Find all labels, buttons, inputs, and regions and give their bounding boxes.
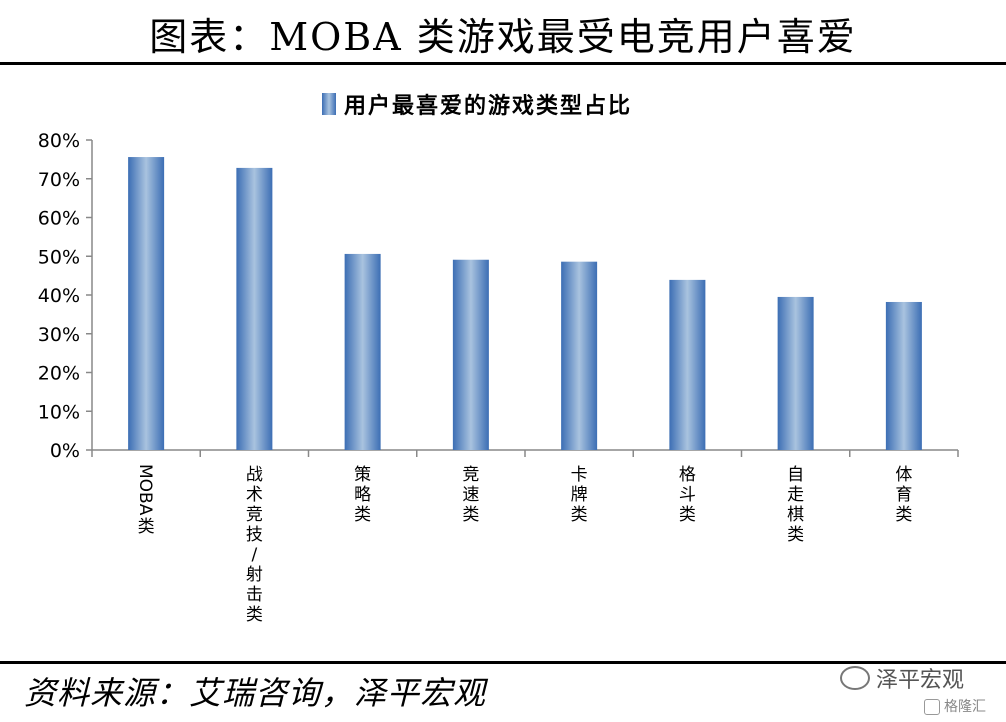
x-category-label-part: 格	[679, 465, 696, 485]
x-category-label-part: MOBA	[135, 464, 155, 516]
x-category-label-part: /	[252, 545, 258, 565]
y-tick-label: 50%	[38, 246, 80, 268]
x-category-label-part: 类	[895, 505, 912, 525]
x-category-label-part: 策	[354, 465, 371, 485]
y-tick-label: 80%	[38, 130, 80, 152]
bar	[669, 279, 706, 450]
x-category-label-part: 育	[895, 485, 912, 505]
x-category-label-part: 类	[679, 505, 696, 525]
x-category-label-part: 牌	[571, 485, 588, 505]
x-category-label-part: 类	[787, 525, 804, 545]
corner-mark-text: 格隆汇	[944, 699, 986, 715]
x-category-label: 格斗类	[679, 465, 696, 525]
x-category-label: 卡牌类	[571, 465, 588, 525]
bar	[344, 253, 381, 450]
x-category-label-part: 类	[354, 505, 371, 525]
x-category-label-part: 速	[462, 485, 479, 505]
bar	[236, 167, 273, 450]
x-category-label-part: 略	[354, 485, 371, 505]
x-category-label-part: 术	[246, 485, 263, 505]
source-note: 资料来源：艾瑞咨询，泽平宏观	[24, 674, 487, 712]
x-category-label-part: 击	[246, 585, 263, 605]
bar	[128, 157, 165, 451]
x-category-label-part: 类	[246, 605, 263, 625]
y-tick-label: 10%	[38, 401, 80, 423]
gelonghui-icon	[924, 699, 940, 715]
y-tick-label: 30%	[38, 324, 80, 346]
x-category-label-part: 斗	[679, 485, 696, 505]
x-category-label-part: 类	[571, 505, 588, 525]
corner-mark: 格隆汇	[924, 696, 986, 716]
x-category-label: 体育类	[895, 465, 912, 525]
x-category-label-part: 棋	[787, 505, 804, 525]
legend-swatch	[322, 93, 336, 115]
watermark: 泽平宏观	[840, 662, 964, 694]
bar	[452, 259, 489, 450]
x-category-label-part: 射	[246, 565, 263, 585]
x-category-label-part: 类	[462, 505, 479, 525]
bar	[885, 301, 922, 450]
x-category-label-part: 自	[787, 465, 804, 485]
bar	[777, 296, 814, 450]
x-category-label-part: 体	[895, 465, 912, 485]
legend-label: 用户最喜爱的游戏类型占比	[344, 94, 633, 119]
legend: 用户最喜爱的游戏类型占比	[322, 88, 632, 120]
x-category-label-part: 竞	[246, 505, 263, 525]
x-category-label-part: 走	[787, 485, 804, 505]
bar	[561, 261, 598, 450]
wechat-icon	[840, 666, 870, 690]
y-tick-label: 60%	[38, 208, 80, 230]
chart-title: 图表：MOBA 类游戏最受电竞用户喜爱	[149, 15, 857, 59]
x-category-label: 策略类	[354, 465, 371, 525]
x-category-label-part: 技	[246, 525, 263, 545]
y-tick-label: 0%	[50, 440, 80, 462]
y-tick-label: 20%	[38, 363, 80, 385]
x-category-label: 竞速类	[462, 465, 479, 525]
y-tick-label: 40%	[38, 285, 80, 307]
x-category-label-part: 卡	[571, 465, 588, 485]
title-rule	[0, 62, 1006, 65]
source-rule	[0, 661, 1006, 664]
x-category-label-part: 竞	[462, 465, 479, 485]
x-category-label-part: 类	[138, 517, 155, 537]
y-tick-label: 70%	[38, 169, 80, 191]
watermark-text: 泽平宏观	[876, 668, 965, 693]
x-category-label-part: 战	[246, 465, 263, 485]
